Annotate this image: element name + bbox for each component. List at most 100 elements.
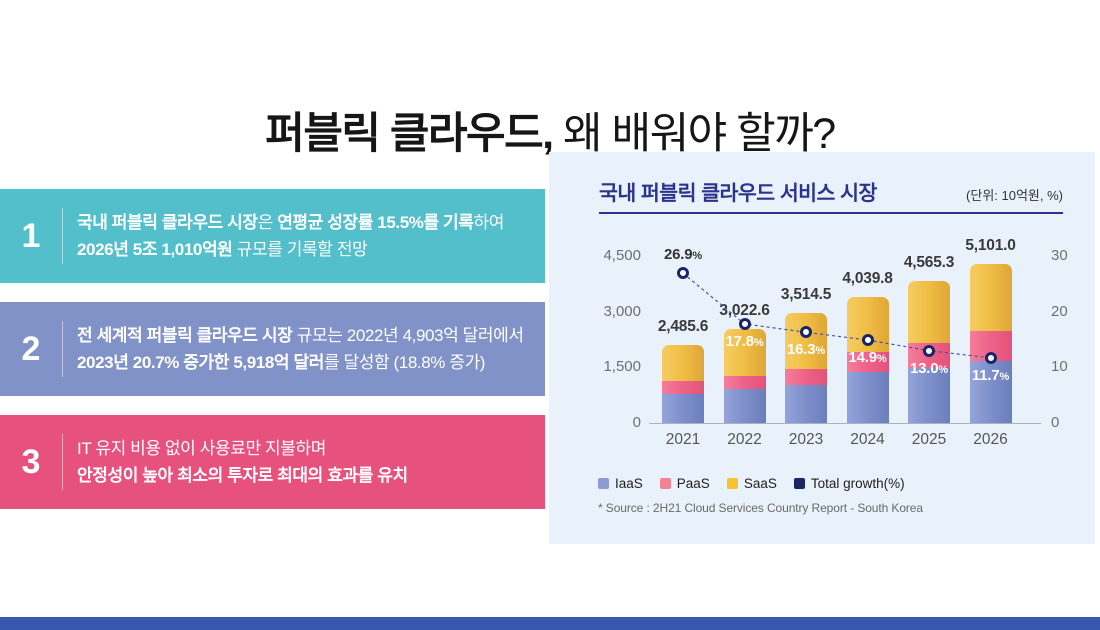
point-text-line: 전 세계적 퍼블릭 클라우드 시장 규모는 2022년 4,903억 달러에서 (77, 322, 524, 349)
chart-panel: 국내 퍼블릭 클라우드 서비스 시장 (단위: 10억원, %) 0 1,500 3… (549, 152, 1095, 544)
legend-swatch (659, 478, 671, 489)
text-segment: IT 유지 비용 없이 사용료만 지불하며 (77, 439, 326, 458)
x-axis-label: 2025 (911, 431, 947, 448)
text-segment: 은 (257, 213, 278, 232)
right-axis-tick: 20 (1051, 302, 1068, 320)
chart-title: 국내 퍼블릭 클라우드 서비스 시장 (599, 182, 877, 205)
x-axis-label: 2023 (788, 431, 824, 448)
x-axis-label: 2022 (727, 431, 762, 448)
bar-total-label: 4,565.3 (903, 253, 955, 271)
point-divider (62, 321, 63, 377)
bar-total-label: 3,022.6 (719, 301, 770, 319)
legend-swatch (598, 478, 609, 489)
bar-total-label: 4,039.8 (842, 269, 893, 287)
growth-dot-2022 (738, 317, 751, 330)
bar-total-label: 5,101.0 (965, 236, 1016, 254)
point-divider (62, 434, 63, 490)
legend-swatch (793, 478, 805, 489)
legend-item-iaas: IaaS (598, 476, 643, 491)
left-axis-tick: 4,500 (603, 247, 641, 264)
legend-swatch (726, 478, 738, 489)
chart-title-underline (599, 212, 1063, 214)
growth-value: 17.8 (725, 332, 755, 350)
legend-label: PaaS (676, 476, 710, 491)
legend-label: SaaS (743, 476, 777, 491)
growth-value: 13.0 (910, 359, 939, 377)
text-segment: 안정성이 높아 최소의 투자로 최대의 효과를 유치 (77, 466, 408, 485)
x-axis-line (649, 423, 1041, 424)
percent-sign: % (999, 370, 1010, 383)
bar-segment-saas-2026 (969, 263, 1012, 331)
growth-dot-2026 (984, 351, 997, 364)
legend-item-saas: SaaS (726, 476, 777, 491)
left-axis-tick: 3,000 (603, 302, 641, 320)
bar-segment-paas-2022 (723, 375, 766, 389)
growth-label-2021: 26.9% (648, 247, 718, 264)
text-segment: 를 달성함 (18.8% 증가) (323, 353, 486, 372)
growth-value: 14.9 (848, 349, 878, 367)
chart-unit-label: (단위: 10억원, %) (966, 188, 1063, 203)
growth-value: 16.3 (787, 341, 816, 359)
point-text: 국내 퍼블릭 클라우드 시장은 연평균 성장률 15.5%를 기록하여 2026년… (63, 209, 516, 263)
percent-sign: % (815, 345, 825, 358)
legend-item-totalgrowth: Total growth(%) (793, 476, 905, 491)
text-segment: 하여 (473, 213, 505, 232)
text-segment: 규모를 기록할 전망 (232, 240, 368, 259)
text-segment: 연평균 성장률 15.5%를 기록 (277, 213, 474, 232)
point-divider (62, 208, 63, 264)
right-axis-tick: 10 (1051, 358, 1068, 376)
growth-dot-2023 (800, 326, 812, 339)
right-axis-tick: 30 (1051, 247, 1068, 264)
point-number: 1 (21, 216, 41, 255)
chart-legend: IaaS PaaS SaaS Total growth(%) (598, 476, 905, 491)
growth-label-2026: 11.7% (956, 366, 1026, 385)
left-axis-tick: 1,500 (603, 358, 641, 376)
x-axis-label: 2026 (973, 431, 1008, 448)
growth-value: 26.9 (664, 246, 693, 264)
bar-segment-saas-2021 (662, 345, 704, 381)
bar-segment-iaas-2026 (969, 361, 1012, 423)
right-axis-tick: 0 (1051, 414, 1060, 431)
point-text-line: 2026년 5조 1,010억원 규모를 기록할 전망 (77, 236, 504, 263)
bar-segment-iaas-2023 (785, 384, 827, 423)
legend-item-paas: PaaS (659, 476, 710, 491)
bar-segment-paas-2021 (662, 380, 704, 394)
text-segment: 퍼블릭 클라우드, (265, 109, 554, 158)
text-segment: 2023년 20.7% 증가한 5,918억 달러 (77, 353, 324, 372)
point-number: 3 (21, 442, 41, 481)
bar-segment-iaas-2024 (846, 372, 889, 423)
growth-dot-2024 (861, 334, 874, 347)
growth-label-2023: 16.3% (771, 342, 841, 359)
left-axis-tick: 0 (632, 414, 641, 431)
bar-total-label: 3,514.5 (780, 286, 832, 304)
growth-value: 11.7 (971, 366, 1000, 384)
chart-area: 0 1,500 3,000 4,500 0 10 20 30 2,485.6 2021 3,022.… (549, 152, 1095, 544)
text-segment: 전 세계적 퍼블릭 클라우드 시장 (77, 326, 293, 345)
legend-label: Total growth(%) (810, 476, 905, 491)
x-axis-label: 2021 (665, 431, 701, 448)
point-text: 전 세계적 퍼블릭 클라우드 시장 규모는 2022년 4,903억 달러에서 2… (63, 322, 536, 376)
growth-dot-2021 (677, 267, 689, 280)
text-segment: 왜 배워야 할까? (552, 109, 836, 158)
point-text-line: 안정성이 높아 최소의 투자로 최대의 효과를 유치 (77, 462, 408, 489)
bottom-accent-bar (0, 617, 1100, 630)
percent-sign: % (938, 363, 948, 376)
point-text-line: 국내 퍼블릭 클라우드 시장은 연평균 성장률 15.5%를 기록하여 (77, 209, 504, 236)
growth-label-2025: 13.0% (894, 359, 964, 378)
growth-label-2022: 17.8% (710, 332, 780, 351)
percent-sign: % (692, 250, 702, 263)
point-number: 2 (21, 329, 41, 368)
bar-segment-paas-2023 (785, 369, 827, 385)
text-segment: 규모는 2022년 4,903억 달러에서 (292, 326, 524, 345)
point-text-line: 2023년 20.7% 증가한 5,918억 달러를 달성함 (18.8% 증가… (77, 349, 524, 376)
text-segment: 국내 퍼블릭 클라우드 시장 (77, 213, 258, 232)
percent-sign: % (876, 353, 887, 366)
growth-label-2024: 14.9% (833, 350, 903, 367)
bar-segment-iaas-2025 (908, 368, 950, 423)
page-title: 퍼블릭 클라우드, 왜 배워야 할까? (0, 99, 1100, 161)
chart-source: * Source : 2H21 Cloud Services Country R… (598, 501, 923, 515)
point-box-1: 1 국내 퍼블릭 클라우드 시장은 연평균 성장률 15.5%를 기록하여 2026… (0, 189, 545, 283)
text-segment: 2026년 5조 1,010억원 (77, 240, 233, 259)
